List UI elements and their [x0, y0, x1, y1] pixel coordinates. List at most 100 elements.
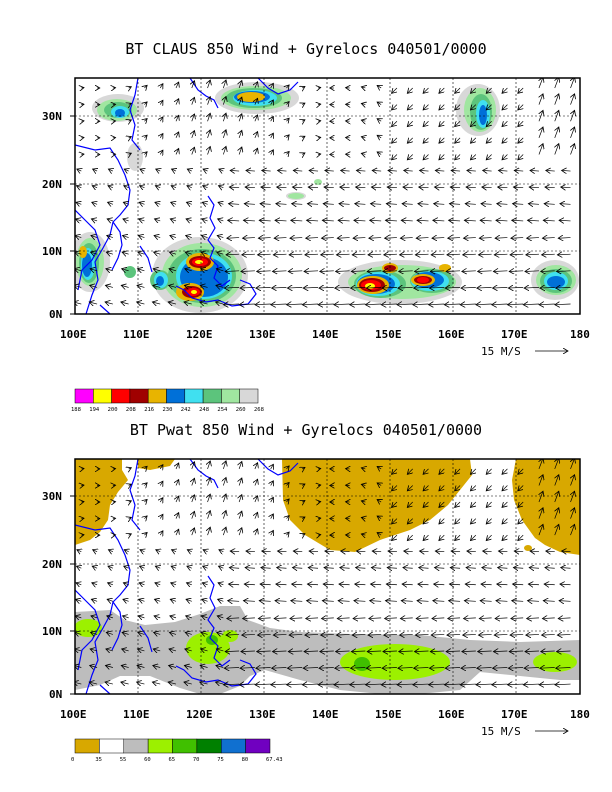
- wind-vector: [223, 97, 226, 105]
- wind-vector: [414, 651, 429, 652]
- wind-vector: [451, 551, 461, 552]
- wind-vector: [140, 550, 144, 552]
- wind-vector: [302, 484, 305, 486]
- wind-vector: [139, 599, 145, 601]
- wind-vector: [450, 568, 461, 569]
- wind-vector: [242, 634, 255, 635]
- wind-vector: [139, 583, 144, 585]
- wind-vector: [340, 187, 350, 188]
- wind-vector: [223, 461, 226, 470]
- wind-vector: [140, 186, 145, 188]
- wind-vector: [392, 154, 397, 159]
- wind-vector: [451, 170, 461, 171]
- wind-vector: [439, 88, 444, 93]
- wind-vector: [228, 204, 240, 205]
- colorbar-swatch: [239, 388, 259, 404]
- wind-vector: [239, 478, 242, 486]
- wind-vector: [559, 220, 571, 221]
- wind-vector: [184, 285, 192, 287]
- wind-vector: [170, 616, 177, 618]
- wind-vector: [372, 170, 382, 171]
- wind-vector: [160, 498, 163, 502]
- wind-vector: [171, 186, 176, 188]
- wind-vector: [273, 634, 287, 635]
- wind-vector: [318, 684, 334, 685]
- wind-vector: [496, 601, 508, 602]
- wind-vector: [497, 204, 508, 205]
- wind-vector: [323, 584, 334, 585]
- wind-vector: [218, 583, 223, 585]
- wind-vector: [486, 519, 491, 524]
- wind-vector: [184, 302, 192, 304]
- wind-vector: [479, 238, 492, 239]
- colorbar-swatch: [99, 738, 124, 754]
- panel2-frame: [74, 458, 581, 695]
- wind-vector: [156, 550, 160, 552]
- wind-vector: [423, 502, 428, 507]
- panel2-lat-label: 30N: [42, 490, 62, 503]
- wind-vector: [121, 285, 129, 287]
- wind-vector: [423, 121, 428, 126]
- wind-vector: [562, 170, 571, 171]
- wind-vector: [140, 566, 145, 568]
- wind-vector: [546, 170, 555, 171]
- wind-vector: [318, 304, 334, 305]
- wind-vector: [486, 535, 491, 540]
- wind-vector: [273, 254, 287, 255]
- wind-vector: [555, 491, 559, 503]
- wind-vector: [176, 529, 179, 536]
- wind-vector: [129, 137, 132, 138]
- wind-vector: [518, 154, 523, 159]
- wind-vector: [324, 187, 334, 188]
- panel2-scale-label: 15 M/S: [481, 725, 521, 738]
- colorbar-swatch: [111, 388, 131, 404]
- wind-vector: [525, 651, 539, 652]
- wind-vector: [355, 584, 366, 585]
- panel1-lat-label: 10N: [42, 245, 62, 258]
- wind-vector: [507, 684, 524, 685]
- wind-vector: [91, 599, 98, 601]
- wind-vector: [89, 302, 98, 304]
- wind-vector: [455, 105, 460, 110]
- wind-vector: [229, 187, 240, 188]
- wind-vector: [139, 219, 145, 221]
- wind-vector: [415, 254, 429, 255]
- wind-vector: [350, 304, 366, 305]
- wind-vector: [455, 138, 460, 143]
- colorbar-label: 254: [217, 407, 228, 413]
- wind-vector: [192, 511, 195, 519]
- wind-vector: [416, 618, 429, 619]
- wind-vector: [502, 154, 507, 159]
- wind-vector: [306, 618, 319, 619]
- wind-vector: [514, 170, 524, 171]
- wind-vector: [555, 684, 571, 685]
- wind-vector: [439, 154, 444, 159]
- wind-vector: [518, 502, 523, 507]
- wind-vector: [208, 146, 211, 155]
- wind-vector: [239, 114, 242, 122]
- wind-vector: [216, 285, 224, 287]
- wind-vector: [155, 566, 160, 568]
- wind-vector: [144, 483, 147, 486]
- wind-vector: [478, 271, 492, 272]
- wind-vector: [498, 187, 508, 188]
- wind-vector: [171, 202, 176, 204]
- wind-vector: [498, 568, 508, 569]
- wind-vector: [229, 568, 240, 569]
- wind-vector: [308, 568, 319, 569]
- panel1-wind-vectors: [75, 78, 574, 305]
- wind-vector: [431, 634, 445, 635]
- wind-vector: [203, 550, 207, 552]
- wind-vector: [559, 601, 571, 602]
- wind-vector: [202, 219, 208, 221]
- wind-vector: [226, 254, 240, 255]
- wind-vector: [176, 149, 179, 155]
- wind-vector: [502, 105, 507, 110]
- wind-vector: [513, 584, 524, 585]
- panel2-map: 30N 20N 10N 0N 100E 110E 120E 130E 140E …: [42, 458, 590, 763]
- wind-vector: [303, 668, 319, 669]
- wind-vector: [434, 584, 445, 585]
- wind-vector: [403, 568, 413, 569]
- wind-vector: [322, 601, 334, 602]
